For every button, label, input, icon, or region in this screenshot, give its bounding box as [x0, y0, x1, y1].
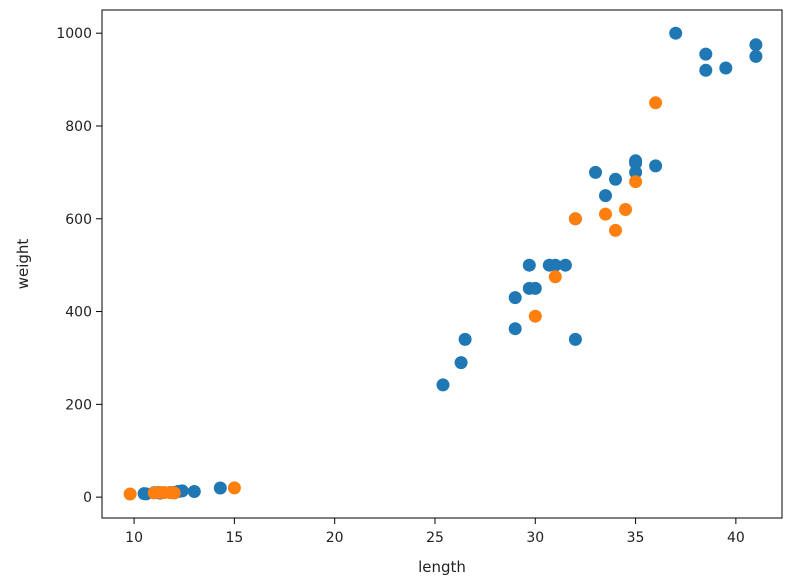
y-axis-ticks: 0 200 400 600 800 1000: [56, 26, 102, 506]
x-tick-label: 35: [627, 530, 645, 546]
x-tick-label: 40: [727, 530, 745, 546]
data-point-series-1: [508, 291, 522, 305]
data-point-series-1: [589, 165, 602, 179]
data-point-series-2: [167, 486, 181, 500]
data-point-series-1: [609, 172, 622, 186]
x-tick-label: 10: [125, 530, 143, 546]
data-point-series-2: [548, 270, 562, 284]
data-point-series-1: [669, 26, 683, 40]
data-point-series-1: [749, 49, 763, 63]
data-point-series-1: [508, 322, 522, 336]
x-tick-label: 30: [526, 530, 544, 546]
x-tick-label: 20: [326, 530, 344, 546]
data-point-series-1: [699, 63, 713, 77]
data-point-series-1: [629, 156, 643, 170]
data-point-series-2: [528, 309, 542, 323]
data-point-series-1: [454, 356, 468, 370]
data-point-series-1: [187, 485, 201, 498]
y-tick-label: 800: [65, 119, 92, 135]
y-tick-label: 200: [65, 397, 92, 413]
data-point-series-1: [749, 38, 763, 52]
x-axis-ticks: 10 15 20 25 30 35 40: [125, 518, 745, 546]
data-point-series-2: [649, 96, 663, 110]
data-point-series-1: [458, 332, 472, 346]
plot-frame: [101, 9, 783, 519]
x-tick-label: 15: [225, 530, 243, 546]
data-point-series-1: [568, 332, 582, 346]
y-tick-label: 400: [65, 305, 92, 321]
data-point-series-1: [699, 47, 713, 61]
x-axis-label: length: [418, 558, 466, 576]
y-axis-label: weight: [14, 239, 32, 290]
data-points: [123, 26, 763, 501]
data-point-series-1: [649, 159, 663, 173]
y-tick-label: 600: [65, 212, 92, 228]
data-point-series-2: [227, 481, 241, 495]
y-tick-label: 0: [83, 490, 92, 506]
data-point-series-2: [568, 212, 582, 226]
data-point-series-2: [629, 175, 643, 189]
data-point-series-1: [548, 258, 562, 272]
data-point-series-1: [522, 258, 536, 272]
data-point-series-2: [609, 223, 622, 237]
data-point-series-1: [629, 165, 643, 179]
y-tick-label: 1000: [56, 26, 92, 42]
x-tick-label: 25: [426, 530, 444, 546]
data-point-series-1: [528, 281, 542, 295]
data-point-series-1: [436, 378, 450, 392]
data-point-series-1: [719, 61, 733, 75]
data-point-series-2: [123, 487, 137, 501]
data-point-series-1: [213, 481, 227, 495]
data-point-series-2: [599, 207, 612, 221]
data-point-series-1: [599, 189, 612, 203]
data-point-series-2: [619, 203, 632, 216]
data-point-series-1: [558, 258, 572, 272]
